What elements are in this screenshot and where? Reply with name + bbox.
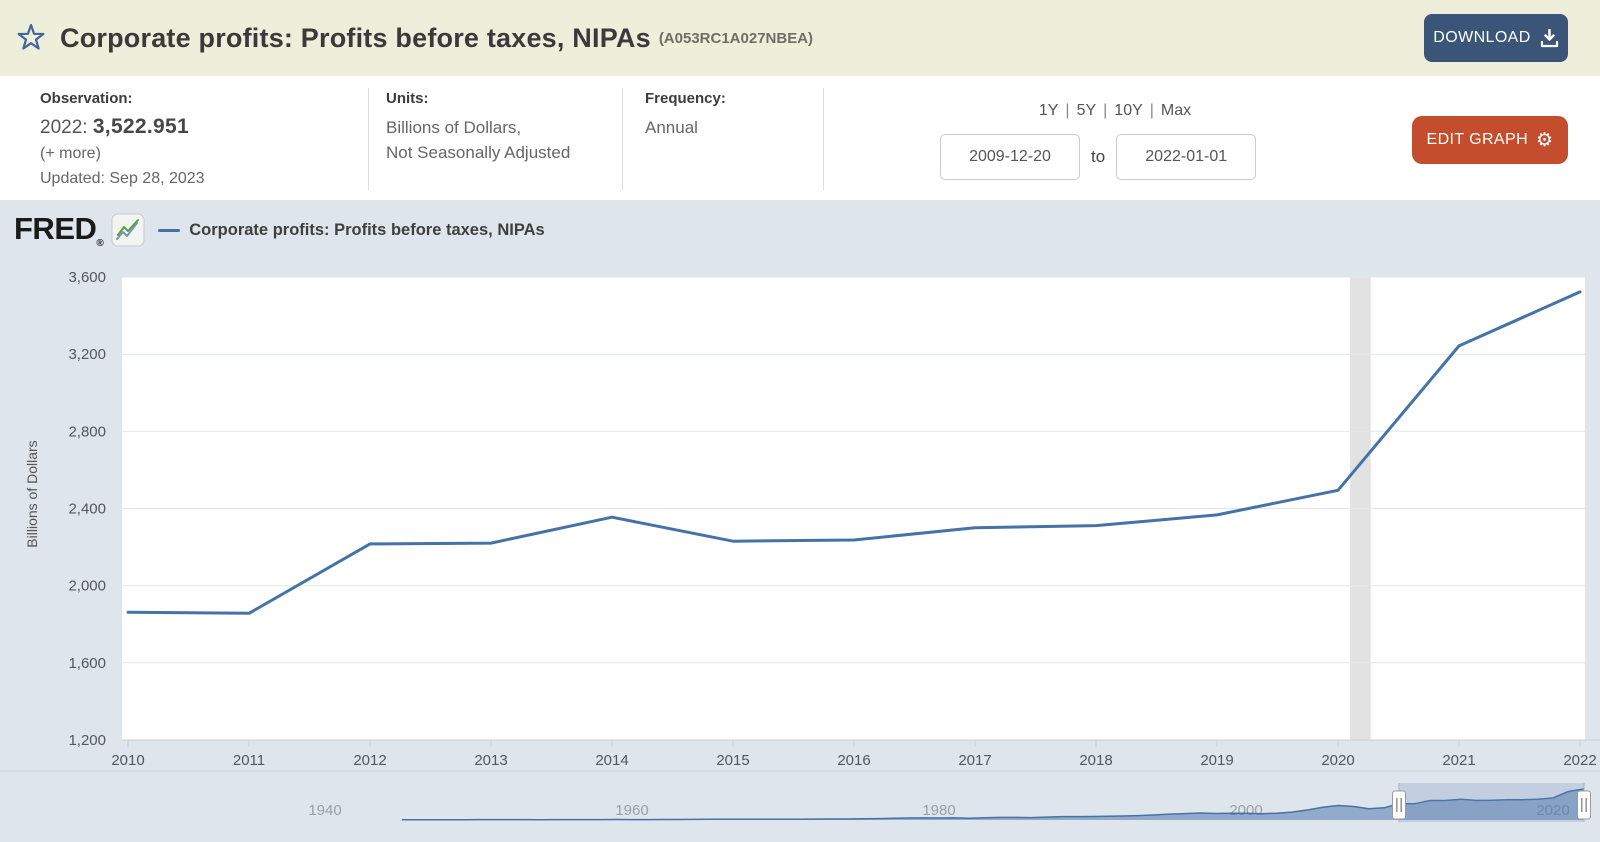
x-tick-label: 2022	[1563, 752, 1596, 769]
x-tick-label: 2018	[1079, 752, 1112, 769]
observation-section: Observation: 2022: 3,522.951 (+ more) Up…	[40, 90, 205, 188]
x-tick-label: 2014	[595, 752, 628, 769]
units-value-line1: Billions of Dollars,	[386, 118, 522, 137]
more-observations-link[interactable]: (+ more)	[40, 145, 101, 162]
registered-mark: ®	[96, 238, 104, 250]
chart-header-row: FRED® Corporate profits: Profits before …	[14, 210, 545, 250]
download-icon	[1540, 28, 1558, 47]
x-tick-label: 2012	[353, 752, 386, 769]
star-icon	[17, 23, 45, 50]
zoom-range-links: 1Y | 5Y | 10Y | Max	[955, 102, 1275, 120]
x-tick-label: 2019	[1200, 752, 1233, 769]
range-5y-link[interactable]: 5Y	[1076, 102, 1097, 119]
observation-value: 3,522.951	[92, 115, 189, 138]
range-1y-link[interactable]: 1Y	[1038, 102, 1059, 119]
x-tick-label: 2010	[111, 752, 144, 769]
slider-selection-range[interactable]	[1399, 783, 1584, 822]
mini-decade-label: 1940	[308, 802, 341, 819]
mini-area-line	[401, 788, 1584, 821]
download-button[interactable]: DOWNLOAD	[1424, 14, 1568, 62]
gear-icon: ⚙	[1536, 128, 1554, 151]
page-title: Corporate profits: Profits before taxes,…	[60, 22, 651, 53]
y-tick-label: 2,400	[68, 501, 106, 518]
end-date-input[interactable]	[1116, 134, 1257, 180]
series-header: Corporate profits: Profits before taxes,…	[0, 0, 1600, 76]
favorite-star-button[interactable]	[14, 21, 48, 55]
divider	[823, 88, 824, 190]
observation-label: Observation:	[40, 90, 133, 107]
start-date-input[interactable]	[940, 134, 1080, 180]
x-tick-label: 2013	[474, 752, 507, 769]
units-value-line2: Not Seasonally Adjusted	[386, 143, 571, 162]
mini-decade-label: 1980	[922, 802, 955, 819]
range-separator: |	[1149, 102, 1154, 119]
chart-panel: 1,200 1,600 2,000 2,400 2,800 3,200 3,600 2010 2…	[0, 200, 1600, 842]
units-label: Units:	[386, 90, 429, 107]
y-tick-label: 2,000	[68, 578, 106, 595]
units-section: Units: Billions of Dollars, Not Seasonal…	[386, 90, 570, 165]
x-tick-label: 2016	[837, 752, 870, 769]
mini-decade-label: 1960	[615, 802, 648, 819]
x-tick-label: 2015	[716, 752, 749, 769]
x-tick-label: 2011	[233, 752, 265, 769]
series-line	[126, 290, 1582, 615]
observation-date: 2022:	[40, 117, 88, 138]
frequency-section: Frequency: Annual	[645, 90, 726, 140]
date-to-label: to	[1091, 147, 1106, 166]
frequency-value: Annual	[645, 118, 698, 137]
legend-series-label: Corporate profits: Profits before taxes,…	[189, 220, 545, 239]
range-10y-link[interactable]: 10Y	[1114, 102, 1143, 119]
y-tick-label: 2,800	[68, 423, 106, 440]
chart-canvas: 1,200 1,600 2,000 2,400 2,800 3,200 3,600 2010 2…	[0, 269, 1600, 822]
range-separator: |	[1065, 102, 1070, 119]
y-tick-label: 1,200	[68, 732, 106, 749]
edit-graph-button[interactable]: EDIT GRAPH ⚙	[1412, 116, 1568, 164]
frequency-label: Frequency:	[645, 90, 726, 107]
divider	[368, 88, 369, 190]
fred-sparkline-icon	[111, 213, 145, 247]
edit-graph-label: EDIT GRAPH	[1426, 131, 1529, 148]
slider-handle-right[interactable]	[1577, 790, 1591, 820]
download-button-label: DOWNLOAD	[1433, 29, 1531, 46]
y-tick-label: 1,600	[68, 655, 106, 672]
slider-handle-left[interactable]	[1392, 790, 1406, 820]
observation-line: 2022: 3,522.951	[40, 115, 205, 139]
range-max-link[interactable]: Max	[1160, 102, 1192, 119]
y-tick-label: 3,600	[68, 269, 106, 286]
y-tick-label: 3,200	[68, 346, 106, 363]
legend-line-marker	[158, 228, 181, 232]
range-separator: |	[1103, 102, 1108, 119]
mini-area-fill	[401, 789, 1584, 820]
divider	[622, 88, 623, 190]
fred-logo[interactable]: FRED®	[14, 210, 104, 250]
x-tick-label: 2021	[1442, 752, 1475, 769]
info-bar: Observation: 2022: 3,522.951 (+ more) Up…	[0, 76, 1600, 200]
updated-date: Updated: Sep 28, 2023	[40, 170, 205, 187]
series-id: (A053RC1A027NBEA)	[658, 29, 814, 47]
date-range-controls: to	[940, 134, 1257, 180]
x-tick-label: 2017	[958, 752, 991, 769]
x-tick-label: 2020	[1321, 752, 1354, 769]
y-axis-title: Billions of Dollars	[24, 440, 40, 548]
